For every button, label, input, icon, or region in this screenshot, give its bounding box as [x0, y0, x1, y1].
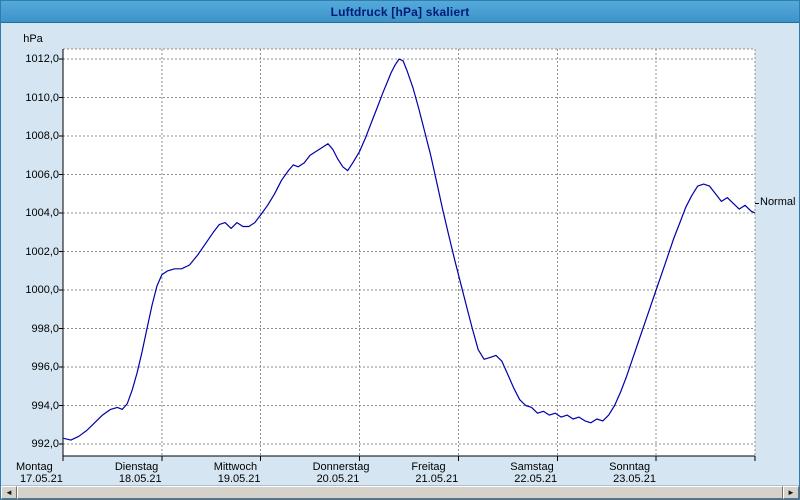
x-axis-day-label: Mittwoch 19.05.21: [214, 461, 261, 485]
y-axis-tick-label: 1004,0: [25, 207, 59, 219]
day-date: 23.05.21: [613, 473, 656, 485]
y-axis-tick-label: 1012,0: [25, 53, 59, 65]
day-name: Freitag: [411, 461, 446, 473]
y-axis-tick-label: 998,0: [31, 322, 59, 335]
scroll-right-button[interactable]: ►: [783, 486, 799, 499]
y-axis-unit-label: hPa: [23, 33, 43, 45]
y-axis-tick-label: 992,0: [31, 438, 59, 450]
scrollbar-thumb[interactable]: [17, 486, 783, 499]
scroll-left-button[interactable]: ◄: [1, 486, 17, 499]
day-name: Mittwoch: [213, 461, 258, 473]
day-date: 21.05.21: [415, 473, 459, 485]
x-axis-day-label: Samstag 22.05.21: [510, 461, 557, 485]
day-name: Dienstag: [114, 461, 159, 473]
scroll-right-icon: ►: [787, 487, 795, 497]
day-name: Donnerstag: [312, 461, 370, 473]
day-date: 17.05.21: [20, 473, 63, 485]
x-axis-day-label: Montag 17.05.21: [16, 461, 63, 485]
horizontal-scrollbar[interactable]: ◄ ►: [1, 485, 799, 499]
day-date: 20.05.21: [316, 473, 360, 485]
normal-annotation-label: Normal: [760, 196, 796, 209]
plot-background: [63, 49, 755, 456]
y-axis-tick-label: 1008,0: [25, 130, 59, 142]
day-name: Montag: [16, 461, 53, 473]
y-axis-tick-label: 996,0: [31, 361, 59, 373]
x-axis-day-label: Freitag 21.05.21: [411, 461, 458, 485]
chart-title-bar: Luftdruck [hPa] skaliert: [1, 1, 799, 23]
chart-title: Luftdruck [hPa] skaliert: [330, 4, 470, 19]
y-axis-tick-label: 1002,0: [25, 245, 59, 258]
x-axis-day-label: Sonntag 23.05.21: [609, 461, 656, 485]
day-date: 19.05.21: [217, 473, 261, 485]
y-axis-tick-label: 1000,0: [25, 284, 59, 296]
day-name: Samstag: [510, 461, 554, 473]
scroll-left-icon: ◄: [5, 487, 13, 497]
x-axis-day-label: Dienstag 18.05.21: [115, 461, 162, 485]
day-date: 18.05.21: [118, 473, 162, 485]
chart-area: hPa Normal 1012,0 1010,0 1008,0 1006,0 1004,…: [1, 23, 799, 485]
day-name: Sonntag: [609, 461, 651, 473]
day-date: 22.05.21: [514, 473, 558, 485]
y-axis-tick-label: 1006,0: [25, 168, 59, 181]
y-axis-tick-label: 994,0: [31, 399, 59, 412]
x-axis-day-label: Donnerstag 20.05.21: [313, 461, 370, 485]
y-axis-tick-label: 1010,0: [25, 91, 59, 104]
pressure-line-chart: [59, 48, 759, 461]
